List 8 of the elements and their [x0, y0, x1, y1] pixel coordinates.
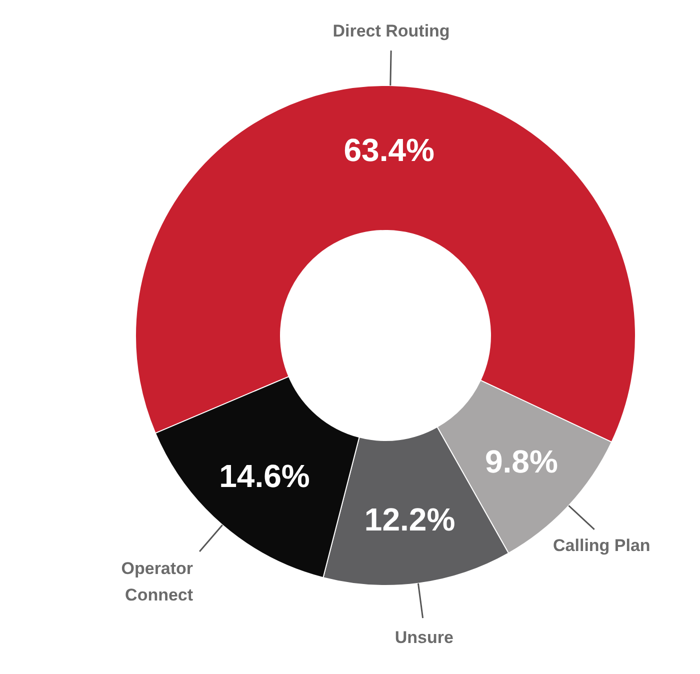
data-label: 63.4%: [344, 132, 434, 168]
data-label: 9.8%: [484, 444, 558, 480]
data-label: 14.6%: [219, 458, 310, 494]
slice-label: Direct Routing: [332, 22, 450, 41]
slice-label: Operator Connect: [121, 559, 194, 605]
slice-label: Unsure: [394, 628, 454, 647]
data-label: 12.2%: [364, 501, 456, 538]
slice-label: Calling Plan: [553, 536, 650, 556]
